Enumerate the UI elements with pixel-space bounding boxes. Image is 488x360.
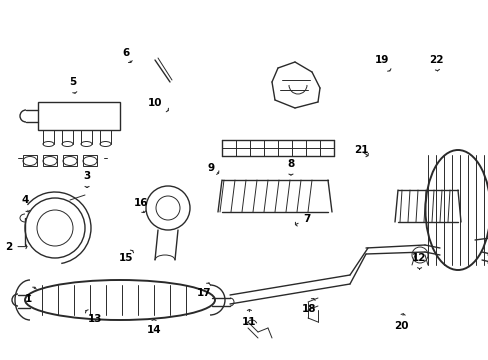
Text: 13: 13 xyxy=(85,310,102,324)
Text: 6: 6 xyxy=(122,48,132,63)
Text: 18: 18 xyxy=(301,298,316,314)
Text: 4: 4 xyxy=(21,195,30,212)
Text: 22: 22 xyxy=(428,55,443,71)
Bar xyxy=(63,155,77,166)
Text: 19: 19 xyxy=(374,55,390,71)
Text: 3: 3 xyxy=(83,171,90,188)
Text: 21: 21 xyxy=(353,145,367,157)
Text: 9: 9 xyxy=(207,163,219,174)
Text: 1: 1 xyxy=(25,287,36,304)
Bar xyxy=(23,155,37,166)
Bar xyxy=(83,155,97,166)
Text: 11: 11 xyxy=(242,310,256,327)
Bar xyxy=(43,155,57,166)
Text: 15: 15 xyxy=(119,250,133,264)
Text: 12: 12 xyxy=(411,253,426,269)
Text: 17: 17 xyxy=(197,283,211,298)
Text: 2: 2 xyxy=(5,242,27,252)
Text: 5: 5 xyxy=(69,77,77,93)
Text: 8: 8 xyxy=(287,159,294,175)
Bar xyxy=(38,102,120,130)
Text: 10: 10 xyxy=(148,98,168,112)
Text: 14: 14 xyxy=(146,319,161,336)
Text: 7: 7 xyxy=(295,214,310,226)
Text: 16: 16 xyxy=(133,198,148,212)
Text: 20: 20 xyxy=(393,314,407,331)
